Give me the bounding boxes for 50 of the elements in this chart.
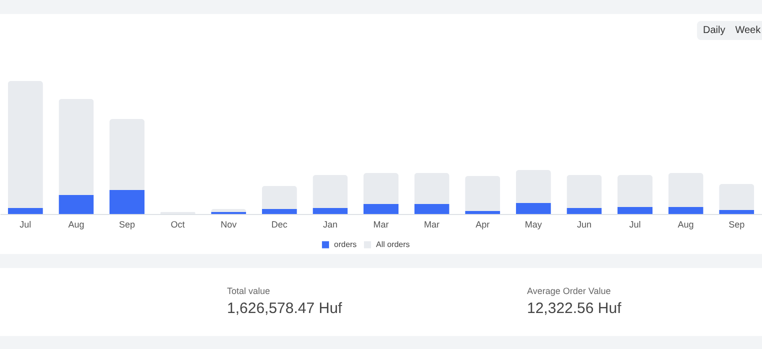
legend-label: orders: [334, 240, 357, 249]
bar: [109, 119, 145, 190]
x-tick-label: Mar: [373, 220, 389, 230]
x-tick-label: Jan: [322, 220, 338, 230]
bar: [668, 173, 704, 207]
bar: [211, 208, 246, 212]
x-tick-label: Jul: [629, 220, 641, 230]
text: 1,626,578.47 Huf: [227, 300, 342, 317]
bar: [617, 175, 653, 207]
bar: [109, 190, 145, 214]
bar: [414, 173, 450, 204]
text: Average Order Value: [527, 286, 611, 296]
bar: [465, 176, 500, 211]
bar: [414, 204, 450, 214]
x-tick-label: Sep: [118, 220, 136, 230]
x-tick-label: Nov: [220, 220, 238, 230]
text: 12,322.56 Huf: [527, 300, 622, 317]
x-tick-label: Apr: [476, 220, 490, 230]
bar: [262, 186, 297, 209]
text: Daily: [703, 25, 726, 36]
bar: [312, 175, 348, 208]
bar: [566, 208, 602, 214]
bar: [668, 206, 704, 214]
bar: [8, 208, 43, 214]
x-tick-label: Aug: [678, 220, 694, 230]
text: Total value: [227, 286, 270, 296]
x-tick-label: Sep: [728, 220, 745, 230]
bar: [58, 194, 94, 214]
bar: [363, 173, 399, 204]
x-tick-label: May: [524, 220, 542, 230]
x-tick-label: Dec: [271, 220, 288, 230]
x-tick-label: Jun: [576, 220, 592, 230]
bar: [719, 184, 754, 210]
x-tick-label: Aug: [68, 220, 84, 230]
text: Week: [735, 25, 761, 36]
x-tick-label: Mar: [424, 220, 440, 230]
bar: [719, 210, 754, 214]
bar: [617, 206, 653, 214]
bar: [312, 208, 348, 214]
bar: [465, 210, 500, 214]
bar: [566, 175, 602, 208]
bar: [262, 208, 297, 214]
x-tick-label: Jul: [20, 220, 32, 230]
x-tick-label: Oct: [170, 220, 186, 230]
bar: [8, 81, 43, 208]
legend-label: All orders: [376, 240, 410, 249]
bar: [516, 170, 551, 203]
bar: [516, 202, 551, 214]
bar: [363, 204, 399, 214]
bar: [58, 98, 94, 195]
